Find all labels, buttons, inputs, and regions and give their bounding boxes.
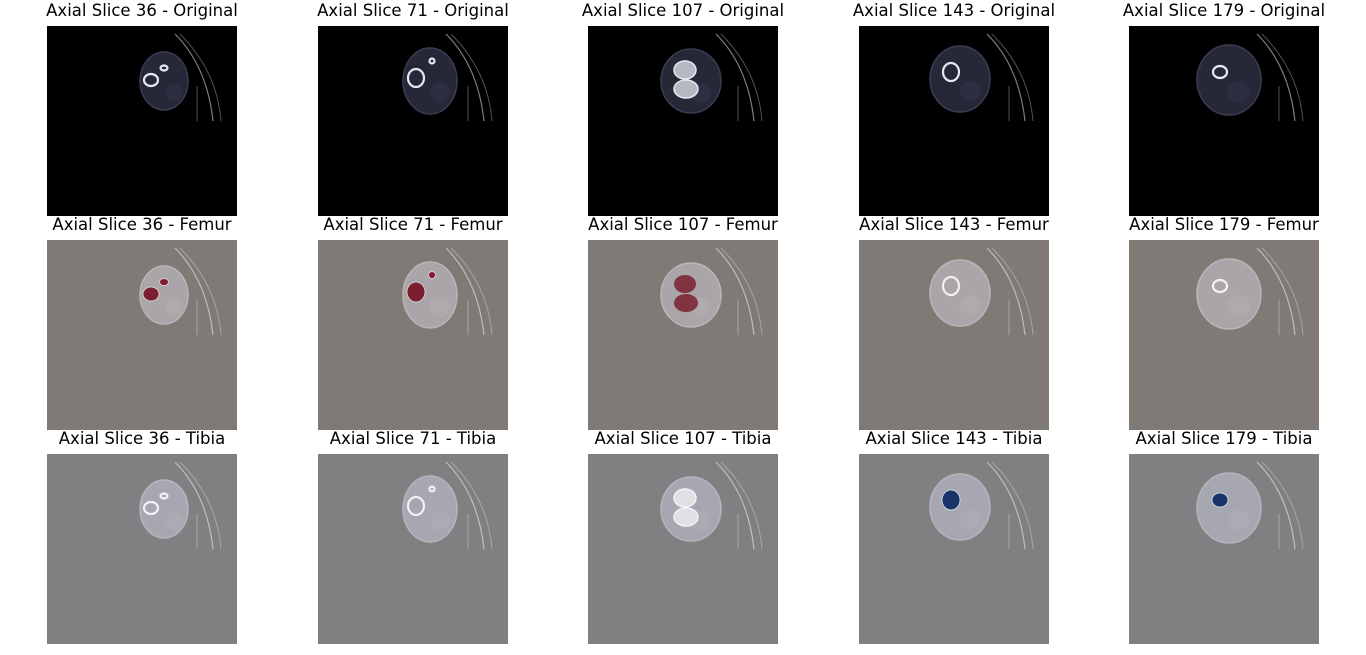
ct-slice-image bbox=[1129, 26, 1319, 216]
ct-slice-image bbox=[588, 26, 778, 216]
panel-title: Axial Slice 71 - Tibia bbox=[329, 429, 497, 448]
panel-title: Axial Slice 71 - Femur bbox=[323, 215, 503, 234]
ct-slice-image bbox=[1129, 454, 1319, 644]
panel-title: Axial Slice 36 - Femur bbox=[52, 215, 232, 234]
ct-slice-image bbox=[859, 454, 1049, 644]
panel-title: Axial Slice 179 - Tibia bbox=[1135, 429, 1313, 448]
ct-slice-image bbox=[318, 454, 508, 644]
ct-slice-image bbox=[859, 240, 1049, 430]
ct-slice-image bbox=[47, 240, 237, 430]
ct-slice-image bbox=[318, 26, 508, 216]
panel-title: Axial Slice 107 - Original bbox=[581, 1, 785, 20]
ct-slice-image bbox=[47, 454, 237, 644]
panel-title: Axial Slice 107 - Femur bbox=[588, 215, 778, 234]
ct-slice-image bbox=[1129, 240, 1319, 430]
panel-title: Axial Slice 36 - Tibia bbox=[58, 429, 226, 448]
panel-title: Axial Slice 107 - Tibia bbox=[594, 429, 772, 448]
ct-slice-image bbox=[318, 240, 508, 430]
ct-slice-image bbox=[588, 240, 778, 430]
panel-title: Axial Slice 143 - Femur bbox=[859, 215, 1049, 234]
panel-title: Axial Slice 143 - Original bbox=[852, 1, 1056, 20]
ct-slice-image bbox=[47, 26, 237, 216]
ct-slice-image bbox=[859, 26, 1049, 216]
panel-title: Axial Slice 143 - Tibia bbox=[865, 429, 1043, 448]
panel-title: Axial Slice 36 - Original bbox=[46, 1, 238, 20]
panel-title: Axial Slice 71 - Original bbox=[317, 1, 509, 20]
panel-title: Axial Slice 179 - Femur bbox=[1129, 215, 1319, 234]
panel-title: Axial Slice 179 - Original bbox=[1122, 1, 1326, 20]
ct-slice-image bbox=[588, 454, 778, 644]
